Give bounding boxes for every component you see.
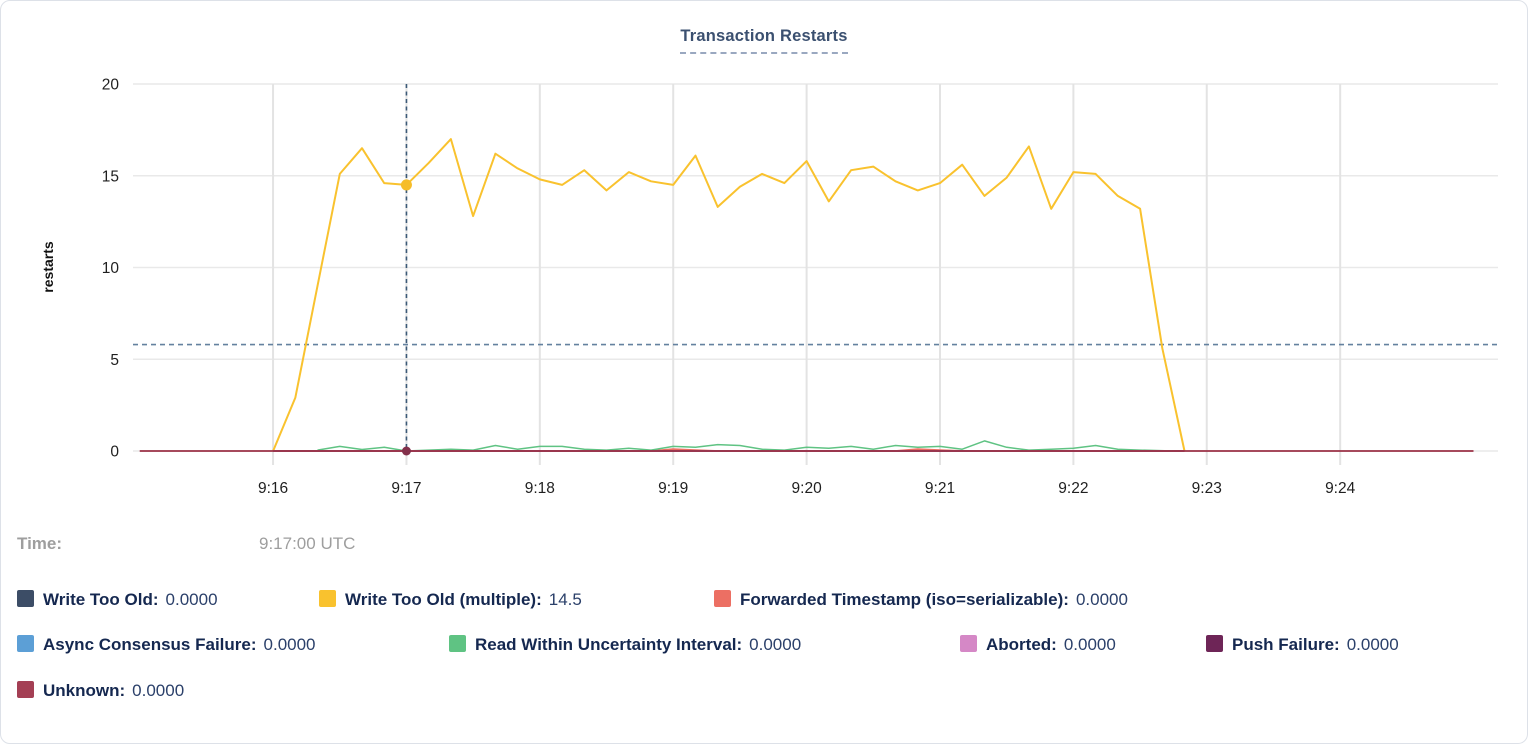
legend-value: 0.0000 xyxy=(1346,635,1399,654)
tooltip-time-row: Time: 9:17:00 UTC xyxy=(1,534,1527,560)
legend-value: 0.0000 xyxy=(1063,635,1116,654)
restarts-chart-svg[interactable]: 0 5 10 15 20 9:16 9:17 9:18 9:19 9:20 9:21 9:22 9:23… xyxy=(1,1,1528,521)
legend-value: 0.0000 xyxy=(1075,590,1128,609)
x-tick-label: 9:18 xyxy=(525,480,555,497)
legend-label: Aborted: xyxy=(986,635,1057,654)
legend-item-async-consensus-failure: Async Consensus Failure: 0.0000 xyxy=(17,635,316,657)
legend-swatch xyxy=(1206,635,1223,652)
tooltip-time-value: 9:17:00 UTC xyxy=(259,534,356,553)
x-tick-label: 9:24 xyxy=(1325,480,1356,497)
y-tick-label: 0 xyxy=(110,444,119,461)
x-tick-label: 9:16 xyxy=(258,480,288,497)
tooltip-time-label: Time: xyxy=(17,534,63,553)
legend-item-write-too-old-multiple: Write Too Old (multiple): 14.5 xyxy=(319,590,582,612)
chart-header: Transaction Restarts xyxy=(1,27,1527,54)
x-tick-label: 9:20 xyxy=(792,480,823,497)
y-tick-label: 20 xyxy=(102,77,120,94)
chart-area[interactable]: 0 5 10 15 20 9:16 9:17 9:18 9:19 9:20 9:21 9:22 9:23… xyxy=(1,1,1528,521)
legend-swatch xyxy=(960,635,977,652)
legend-swatch xyxy=(449,635,466,652)
legend-label: Push Failure: xyxy=(1232,635,1340,654)
x-tick-label: 9:22 xyxy=(1058,480,1088,497)
legend-value: 0.0000 xyxy=(165,590,218,609)
crosshair-point xyxy=(401,446,411,456)
x-tick-label: 9:19 xyxy=(658,480,688,497)
legend-value: 0.0000 xyxy=(263,635,316,654)
x-tick-label: 9:23 xyxy=(1192,480,1222,497)
legend-swatch xyxy=(17,635,34,652)
y-axis-label: restarts xyxy=(40,241,56,293)
legend-item-read-within-uncertainty: Read Within Uncertainty Interval: 0.0000 xyxy=(449,635,801,657)
chart-title[interactable]: Transaction Restarts xyxy=(680,27,848,54)
legend-label: Write Too Old: xyxy=(43,590,159,609)
crosshair-point xyxy=(400,179,412,191)
legend-label: Write Too Old (multiple): xyxy=(345,590,542,609)
x-tick-label: 9:21 xyxy=(925,480,955,497)
legend-label: Async Consensus Failure: xyxy=(43,635,257,654)
legend-item-forwarded-timestamp: Forwarded Timestamp (iso=serializable): 0… xyxy=(714,590,1128,612)
legend-value: 0.0000 xyxy=(132,681,185,700)
legend-swatch xyxy=(319,590,336,607)
y-tick-label: 5 xyxy=(110,352,119,369)
legend-value: 14.5 xyxy=(548,590,582,609)
legend-item-unknown: Unknown: 0.0000 xyxy=(17,681,184,703)
y-tick-label: 15 xyxy=(102,168,119,185)
legend-swatch xyxy=(17,590,34,607)
series-line-write-too-old-multiple- xyxy=(272,138,1186,452)
y-tick-label: 10 xyxy=(102,260,120,277)
legend-item-write-too-old: Write Too Old: 0.0000 xyxy=(17,590,218,612)
legend-swatch xyxy=(714,590,731,607)
series-line-read-within-uncertainty-interval xyxy=(317,440,1174,452)
x-tick-label: 9:17 xyxy=(391,480,421,497)
legend-value: 0.0000 xyxy=(749,635,802,654)
legend-item-aborted: Aborted: 0.0000 xyxy=(960,635,1116,657)
legend-label: Read Within Uncertainty Interval: xyxy=(475,635,743,654)
legend-swatch xyxy=(17,681,34,698)
legend-label: Forwarded Timestamp (iso=serializable): xyxy=(740,590,1069,609)
legend-item-push-failure: Push Failure: 0.0000 xyxy=(1206,635,1399,657)
legend-label: Unknown: xyxy=(43,681,126,700)
